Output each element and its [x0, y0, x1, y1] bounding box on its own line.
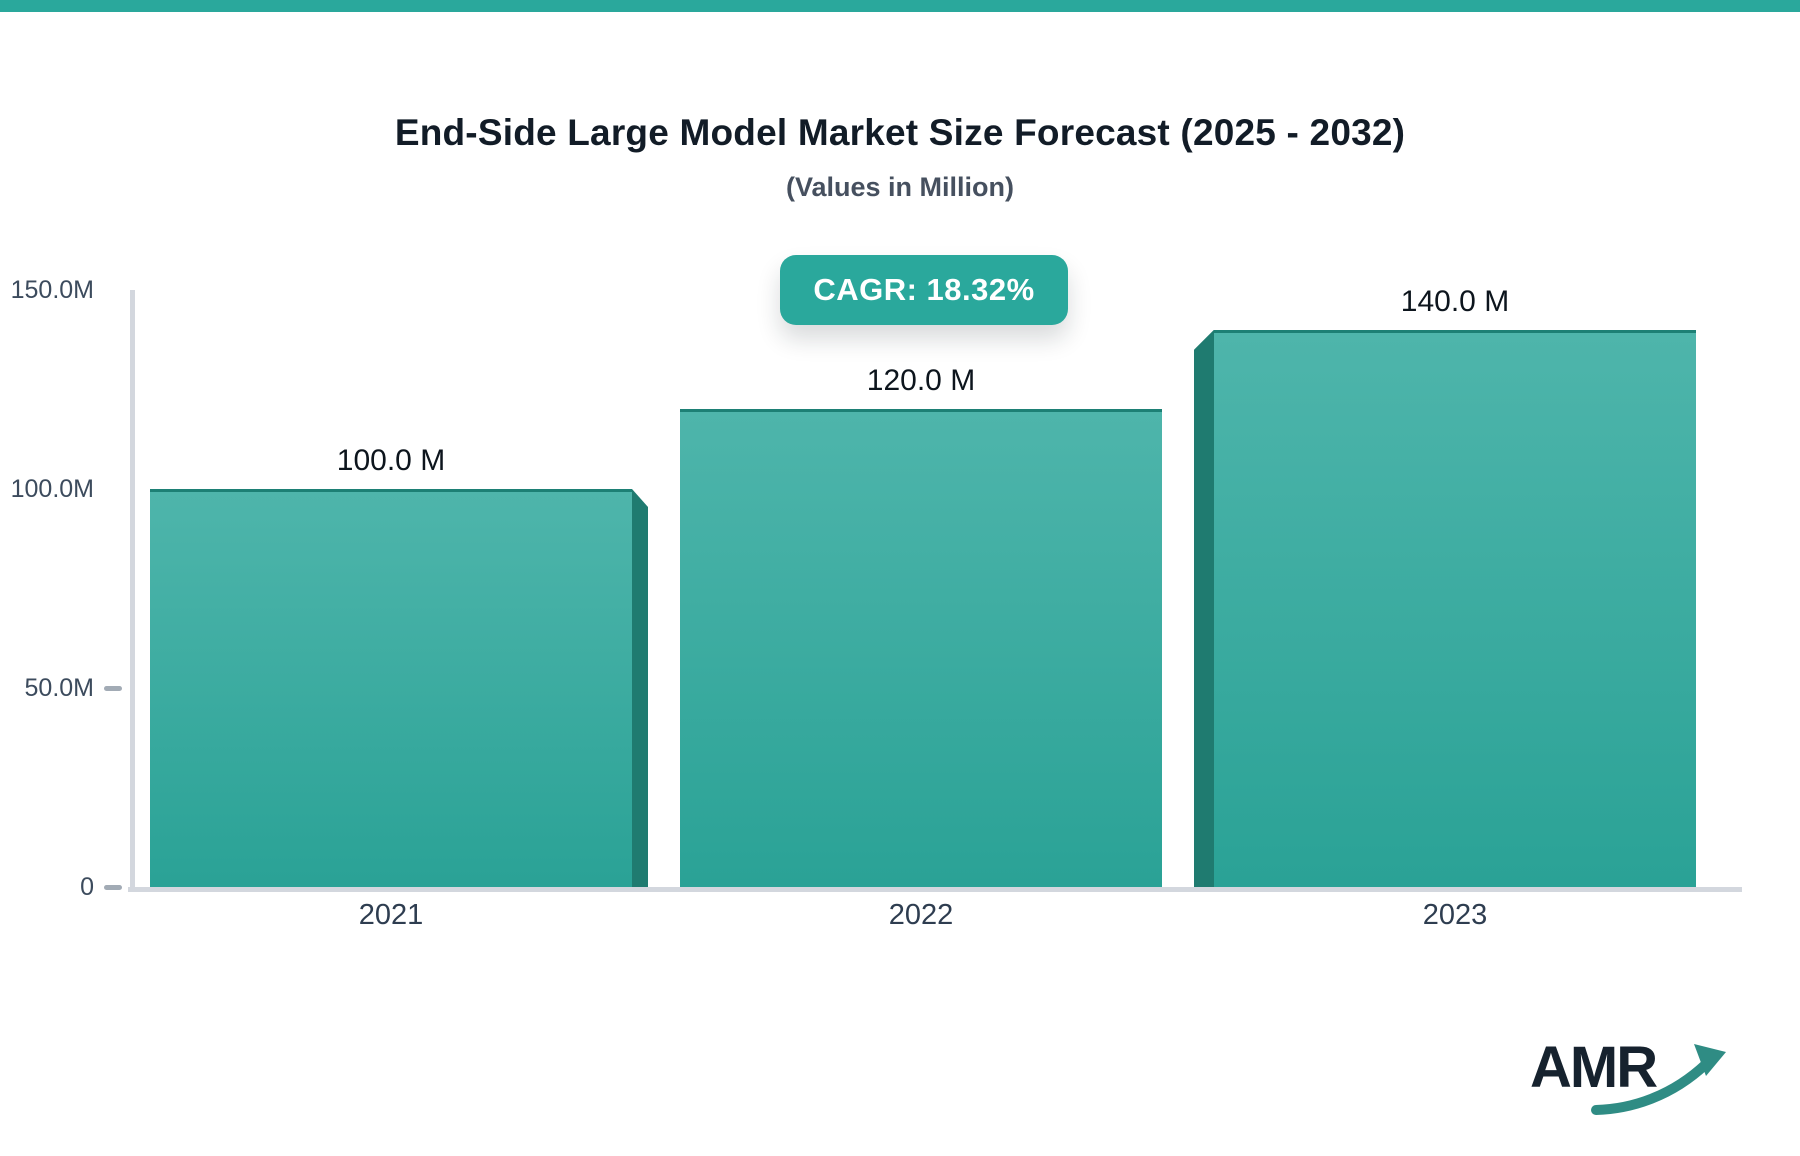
x-axis-line	[128, 887, 1742, 892]
bar-2023	[1214, 329, 1696, 887]
growth-arrow-icon	[1591, 1044, 1726, 1115]
y-tick-label: 0	[80, 873, 94, 901]
y-axis-line	[130, 290, 135, 892]
chart-subtitle: (Values in Million)	[785, 172, 1015, 202]
bar-value-label: 120.0 M	[866, 364, 976, 398]
y-tick-dash	[104, 884, 122, 890]
chart-title: End-Side Large Model Market Size Forecas…	[394, 112, 1406, 153]
y-tick-dash	[104, 685, 122, 691]
x-axis-label-2021: 2021	[358, 899, 424, 931]
y-tick-label: 50.0M	[24, 674, 94, 702]
x-axis-label-2023: 2023	[1422, 899, 1488, 931]
bar-3d-left-face	[1194, 329, 1214, 887]
y-tick-label: 150.0M	[10, 276, 94, 304]
y-tick-label: 100.0M	[10, 475, 94, 503]
cagr-badge: CAGR: 18.32%	[780, 255, 1068, 325]
bar-2022	[680, 409, 1162, 887]
bar-2021	[150, 489, 632, 887]
top-accent-band	[0, 0, 1800, 12]
bar-3d-right-face	[632, 489, 648, 887]
amr-logo: AMR	[1530, 1028, 1750, 1128]
bar-value-label: 100.0 M	[336, 444, 446, 477]
amr-logo-text: AMR	[1530, 1035, 1658, 1100]
cagr-badge-label: CAGR: 18.32%	[813, 272, 1035, 307]
x-axis-label-2022: 2022	[888, 899, 954, 931]
bar-value-label: 140.0 M	[1400, 284, 1510, 318]
